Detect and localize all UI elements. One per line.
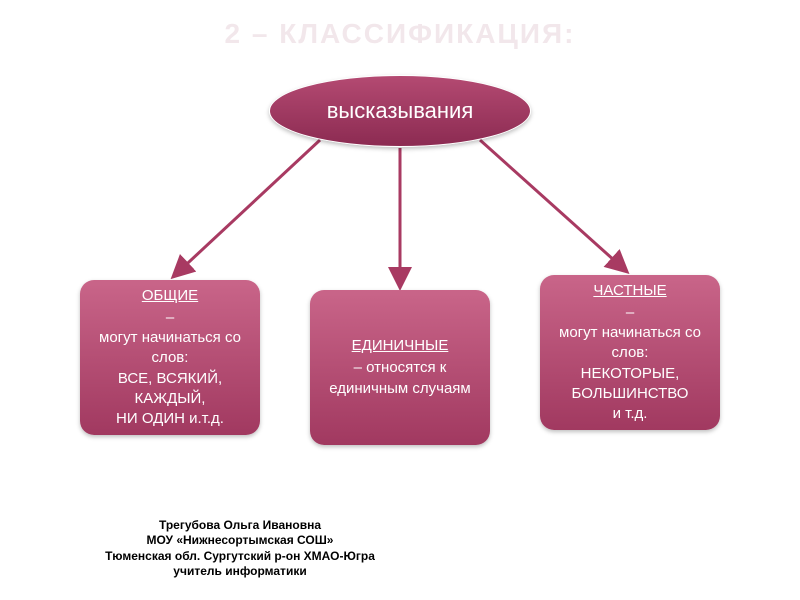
child-body: – могут начинаться со слов: ВСЕ, ВСЯКИЙ,… — [88, 308, 252, 430]
footer-line: Тюменская обл. Сургутский р-он ХМАО-Югра — [90, 549, 390, 565]
child-heading: ЧАСТНЫЕ — [593, 281, 666, 301]
arrow-to-right — [480, 140, 625, 270]
child-node-singular: ЕДИНИЧНЫЕ – относятся к единичным случая… — [310, 290, 490, 445]
child-body: – могут начинаться со слов: НЕКОТОРЫЕ, Б… — [548, 303, 712, 425]
root-node: высказывания — [269, 75, 531, 147]
child-body: – относятся к единичным случаям — [318, 358, 482, 399]
child-node-partial: ЧАСТНЫЕ – могут начинаться со слов: НЕКО… — [540, 275, 720, 430]
arrow-to-left — [175, 140, 320, 275]
slide-title: 2 – КЛАССИФИКАЦИЯ: — [0, 18, 800, 50]
slide-footer: Трегубова Ольга Ивановна МОУ «Нижнесорты… — [90, 518, 390, 580]
child-heading: ЕДИНИЧНЫЕ — [352, 336, 449, 356]
footer-line: Трегубова Ольга Ивановна — [90, 518, 390, 534]
child-node-general: ОБЩИЕ – могут начинаться со слов: ВСЕ, В… — [80, 280, 260, 435]
root-label: высказывания — [327, 98, 474, 124]
child-heading: ОБЩИЕ — [142, 286, 198, 306]
footer-line: учитель информатики — [90, 564, 390, 580]
footer-line: МОУ «Нижнесортымская СОШ» — [90, 533, 390, 549]
